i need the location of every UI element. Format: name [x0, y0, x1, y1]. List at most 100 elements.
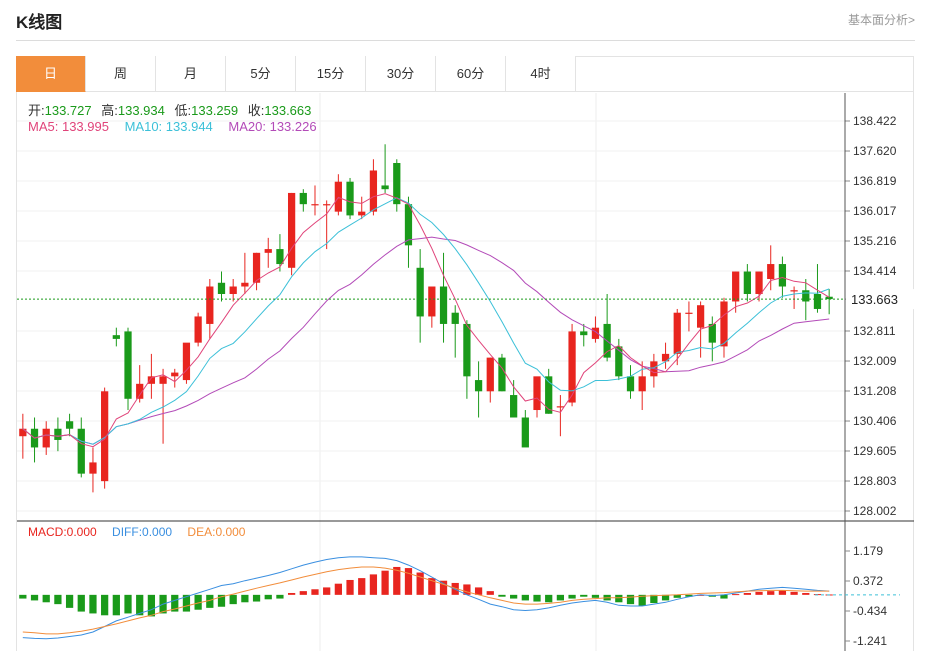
y-tick-label: 132.811 — [853, 324, 896, 338]
tab-5min[interactable]: 5分 — [226, 56, 296, 92]
macd-bar — [136, 594, 144, 616]
macd-readout: MACD:0.000 DIFF:0.000 DEA:0.000 — [28, 525, 245, 539]
tab-60min[interactable]: 60分 — [436, 56, 506, 92]
macd-bar — [369, 574, 378, 595]
y-tick-label: 128.002 — [853, 504, 897, 518]
y-tick-label: 138.422 — [853, 114, 897, 128]
y-tick-label: 1.179 — [853, 544, 883, 558]
macd-bar — [358, 578, 366, 595]
macd-bar — [334, 583, 342, 595]
candle-body — [124, 331, 132, 399]
macd-bar — [30, 594, 39, 601]
macd-bar — [54, 594, 62, 605]
candle-body — [404, 204, 413, 246]
macd-bar — [89, 594, 97, 614]
macd-bar — [241, 594, 249, 603]
candle-body — [54, 428, 62, 440]
candle-body — [474, 380, 483, 392]
candle-body — [358, 211, 366, 216]
macd-bar — [545, 594, 553, 603]
candle-body — [767, 264, 775, 280]
ma10-label: MA10: — [124, 119, 166, 134]
ma5-label: MA5: — [28, 119, 62, 134]
candle-body — [42, 428, 50, 448]
macd-bar — [112, 594, 120, 616]
candle-body — [673, 312, 681, 354]
macd-bar — [510, 594, 518, 599]
macd-bar — [264, 594, 272, 600]
high-label: 高: — [101, 103, 118, 118]
candle-body — [89, 462, 97, 474]
y-tick-label: 136.017 — [853, 204, 897, 218]
macd-bar — [393, 566, 401, 595]
candle-body — [101, 391, 109, 482]
macd-bar — [19, 594, 27, 599]
candle-body — [439, 286, 448, 324]
tab-month[interactable]: 月 — [156, 56, 226, 92]
macd-bar — [182, 594, 191, 612]
macd-bar — [521, 594, 529, 601]
dea-value: 0.000 — [215, 525, 246, 539]
ma5-value: 133.995 — [61, 119, 109, 134]
macd-bar — [463, 584, 471, 595]
y-tick-label: 134.414 — [853, 264, 897, 278]
close-value: 133.663 — [264, 103, 312, 118]
candle-body — [556, 406, 565, 408]
candle-body — [393, 162, 401, 205]
fundamental-analysis-link[interactable]: 基本面分析> — [847, 13, 915, 27]
y-tick-label: 128.803 — [853, 474, 897, 488]
dea-label: DEA: — [187, 525, 216, 539]
macd-bar — [673, 594, 681, 598]
candle-body — [311, 204, 319, 206]
candle-body — [217, 282, 226, 294]
candle-body — [112, 335, 120, 339]
tab-week[interactable]: 周 — [86, 56, 156, 92]
tab-4hour[interactable]: 4时 — [506, 56, 576, 92]
macd-bar — [252, 594, 261, 602]
candle-body — [638, 376, 646, 392]
macd-bar — [346, 579, 354, 595]
macd-bar — [217, 594, 226, 607]
macd-bar — [790, 591, 798, 595]
y-tick-label: 135.216 — [853, 234, 897, 248]
candle-body — [545, 376, 553, 414]
candle-body — [732, 271, 740, 302]
tab-day[interactable]: 日 — [16, 56, 86, 92]
candle-body — [159, 376, 167, 384]
y-tick-label: -0.434 — [853, 604, 887, 618]
candle-body — [334, 181, 342, 212]
y-tick-label: 130.406 — [853, 414, 897, 428]
macd-bar — [147, 594, 156, 617]
macd-bar — [171, 594, 179, 612]
macd-bar — [486, 591, 494, 595]
ma20-value: 133.226 — [269, 119, 317, 134]
candle-body — [19, 428, 27, 437]
macd-bar — [626, 594, 635, 605]
candle-body — [416, 267, 424, 317]
macd-bar — [194, 594, 202, 610]
candle-body — [533, 376, 541, 411]
candle-body — [428, 286, 436, 317]
dea-line — [22, 566, 830, 635]
open-label: 开: — [28, 103, 45, 118]
candle-body — [498, 357, 506, 392]
macd-bar — [474, 587, 483, 595]
macd-bar — [720, 594, 728, 599]
open-value: 133.727 — [44, 103, 92, 118]
candle-body — [778, 264, 787, 287]
macd-bar — [428, 578, 436, 595]
tab-15min[interactable]: 15分 — [296, 56, 366, 92]
candle-body — [451, 312, 459, 324]
candle-body — [661, 353, 670, 362]
candle-body — [381, 185, 389, 190]
macd-bar — [276, 594, 284, 599]
candle-body — [510, 395, 518, 418]
divider — [16, 40, 915, 41]
macd-bar — [439, 580, 448, 595]
candle-body — [521, 417, 529, 448]
ma20-line — [22, 236, 830, 445]
macd-bar — [206, 594, 214, 608]
macd-bar — [101, 594, 109, 616]
tab-30min[interactable]: 30分 — [366, 56, 436, 92]
